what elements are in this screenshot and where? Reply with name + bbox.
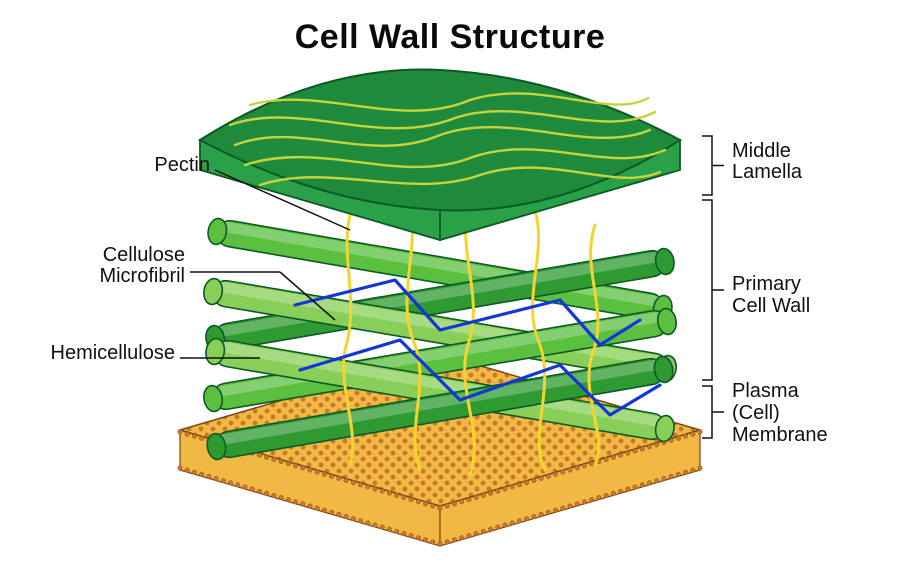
diagram-stage: Cell Wall Structure Pectin Cellulose Mic… [0,0,900,573]
label-hemicellulose: Hemicellulose [51,342,176,365]
label-plasma-2: (Cell) [732,402,780,425]
label-microfibril-1: Cellulose [103,244,185,267]
label-middle-2: Lamella [732,161,802,184]
label-middle-1: Middle [732,140,791,163]
label-plasma-3: Membrane [732,424,828,447]
label-primary-2: Cell Wall [732,295,810,318]
label-pectin: Pectin [154,154,210,177]
label-primary-1: Primary [732,273,801,296]
label-plasma-1: Plasma [732,380,799,403]
label-microfibril-2: Microfibril [99,265,185,288]
